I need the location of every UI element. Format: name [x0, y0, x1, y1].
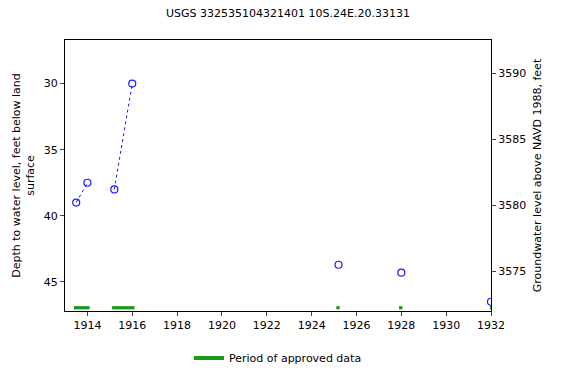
- svg-text:USGS 332535104321401 10S.24E.2: USGS 332535104321401 10S.24E.20.33131: [166, 7, 410, 20]
- svg-text:Period of approved data: Period of approved data: [229, 352, 361, 365]
- svg-text:3590: 3590: [498, 67, 526, 80]
- svg-text:35: 35: [44, 144, 58, 157]
- svg-text:Depth to water level, feet bel: Depth to water level, feet below landsur…: [10, 73, 37, 278]
- svg-text:1926: 1926: [342, 319, 370, 332]
- svg-text:30: 30: [44, 77, 58, 90]
- svg-text:1924: 1924: [298, 319, 326, 332]
- svg-text:45: 45: [44, 276, 58, 289]
- svg-text:3575: 3575: [498, 265, 526, 278]
- svg-text:Groundwater level above NAVD 1: Groundwater level above NAVD 1988, feet: [531, 58, 544, 292]
- svg-text:1920: 1920: [208, 319, 236, 332]
- svg-text:1930: 1930: [432, 319, 460, 332]
- svg-text:1918: 1918: [163, 319, 191, 332]
- svg-text:3585: 3585: [498, 133, 526, 146]
- svg-text:40: 40: [44, 210, 58, 223]
- svg-text:1922: 1922: [253, 319, 281, 332]
- svg-text:1914: 1914: [73, 319, 101, 332]
- svg-text:1932: 1932: [477, 319, 505, 332]
- svg-text:1916: 1916: [118, 319, 146, 332]
- svg-text:1928: 1928: [387, 319, 415, 332]
- svg-text:3580: 3580: [498, 199, 526, 212]
